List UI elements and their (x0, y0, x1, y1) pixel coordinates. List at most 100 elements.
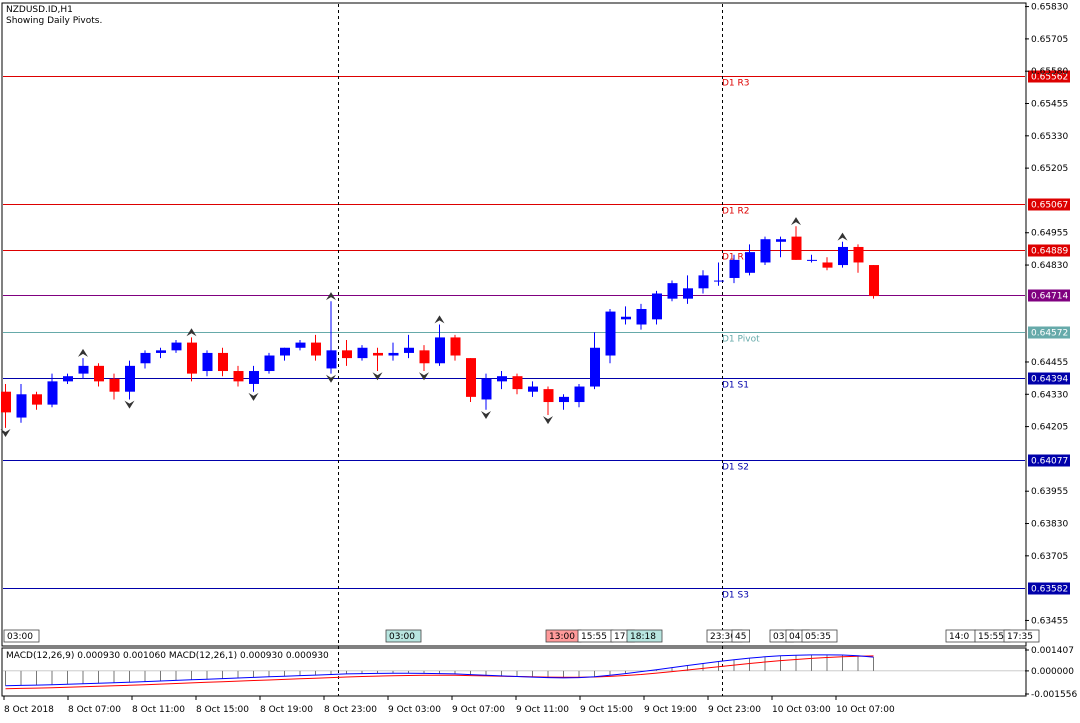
bear-candle (311, 342, 321, 356)
bull-candle (404, 347, 414, 353)
price-axis-label: 0.65705 (1031, 35, 1068, 45)
time-axis-label: 9 Oct 15:00 (580, 705, 633, 715)
time-axis-label: 8 Oct 2018 (4, 705, 54, 715)
pivot-price-tag-text: 0.65067 (1031, 201, 1068, 211)
bear-candle (869, 265, 879, 297)
price-panel-frame (1, 2, 1027, 647)
fractal-down-icon (248, 392, 259, 401)
session-time-tag-text: 17:35 (1007, 632, 1033, 642)
fractal-down-icon (481, 410, 491, 419)
bull-candle (357, 347, 368, 359)
macd-main-line (5, 654, 874, 687)
bear-candle (187, 342, 197, 374)
fractal-up-icon (434, 315, 445, 324)
bull-candle (590, 347, 600, 387)
bear-candle (342, 350, 352, 359)
fractal-down-icon (326, 374, 336, 383)
session-time-tag-text: 05:35 (805, 632, 831, 642)
session-time-tag-text: 03:00 (389, 632, 415, 642)
pivot-price-tag-text: 0.64394 (1031, 375, 1068, 385)
bear-candle (822, 262, 833, 268)
current-price-tag-text: 0.64714 (1031, 292, 1068, 302)
bull-candle (78, 365, 89, 374)
price-axis-label: 0.63955 (1031, 487, 1068, 497)
session-time-tag-text: 03:00 (7, 632, 33, 642)
bull-candle (621, 316, 631, 320)
bull-candle (838, 246, 848, 266)
session-time-tag-text: 45 (735, 632, 746, 642)
fractal-down-icon (543, 416, 553, 425)
bull-candle (667, 283, 678, 299)
pivot-price-tag (1028, 372, 1070, 385)
session-time-tag-text: 14:0 (949, 632, 969, 642)
session-time-tag-text: 23:30 (710, 632, 736, 642)
bull-candle (295, 342, 306, 348)
bear-candle (543, 389, 554, 403)
bull-candle (202, 352, 213, 372)
fractal-up-icon (837, 232, 848, 241)
bull-candle (156, 350, 166, 353)
pivot-price-tag-text: 0.64889 (1031, 247, 1068, 257)
bear-candle (450, 337, 461, 356)
bull-candle (683, 288, 693, 299)
pivot-price-tag (1028, 582, 1070, 595)
bear-candle (512, 376, 523, 390)
session-time-tag (1003, 629, 1040, 643)
time-axis-label: 8 Oct 23:00 (324, 705, 377, 715)
pivot-price-tag (1028, 70, 1070, 83)
bull-candle (249, 371, 259, 384)
time-axis-label: 8 Oct 11:00 (132, 705, 185, 715)
price-axis-label: 0.65455 (1031, 100, 1068, 110)
pivot-line-label: D1 S1 (722, 381, 749, 391)
price-axis-label: 0.63705 (1031, 552, 1068, 562)
bull-candle (435, 337, 445, 364)
price-axis-label: 0.64205 (1031, 423, 1068, 433)
bear-candle (853, 246, 864, 263)
time-axis-label: 9 Oct 03:00 (388, 705, 441, 715)
bear-candle (466, 358, 476, 397)
session-time-tag-text: 15:55 (978, 632, 1004, 642)
bear-candle (109, 378, 120, 392)
bull-candle (280, 347, 290, 356)
pivot-price-tag-text: 0.64572 (1031, 329, 1068, 339)
bull-candle (264, 355, 275, 372)
bull-candle (481, 378, 492, 400)
pivot-price-tag-text: 0.65562 (1031, 73, 1068, 83)
bull-candle (16, 394, 27, 418)
bull-candle (714, 280, 724, 282)
time-axis-label: 9 Oct 11:00 (516, 705, 569, 715)
fractal-up-icon (78, 348, 88, 357)
macd-axis-label: -0.001556 (1031, 690, 1077, 700)
pivot-price-tag (1028, 244, 1070, 257)
pivot-price-tag-text: 0.63582 (1031, 585, 1068, 595)
price-axis-label: 0.64830 (1031, 261, 1068, 271)
bull-candle (652, 293, 662, 320)
bull-candle (47, 381, 58, 405)
bear-candle (419, 350, 430, 364)
price-axis-label: 0.65830 (1031, 3, 1068, 13)
session-time-tag-text: 17: (614, 632, 628, 642)
price-axis-label: 0.63455 (1031, 616, 1068, 626)
bear-candle (218, 352, 228, 372)
bull-candle (140, 352, 151, 364)
session-time-tag-text: 13:00 (549, 632, 575, 642)
price-axis-label: 0.65580 (1031, 67, 1068, 77)
bear-candle (373, 352, 383, 356)
price-axis-label: 0.64955 (1031, 229, 1068, 239)
session-time-tag-text: 15:55 (581, 632, 607, 642)
session-time-tag (3, 629, 40, 643)
time-axis-label: 8 Oct 07:00 (68, 705, 121, 715)
bull-candle (745, 252, 755, 273)
price-axis-label: 0.64455 (1031, 358, 1068, 368)
pivot-price-tag (1028, 454, 1070, 467)
pivot-line-label: D1 R2 (722, 207, 750, 217)
price-axis-label: 0.65330 (1031, 132, 1068, 142)
fractal-down-icon (124, 400, 135, 409)
fractal-down-icon (0, 429, 11, 438)
price-axis-label: 0.65205 (1031, 164, 1068, 174)
time-axis-label: 9 Oct 07:00 (452, 705, 505, 715)
bull-candle (171, 342, 182, 351)
bear-candle (791, 236, 802, 260)
